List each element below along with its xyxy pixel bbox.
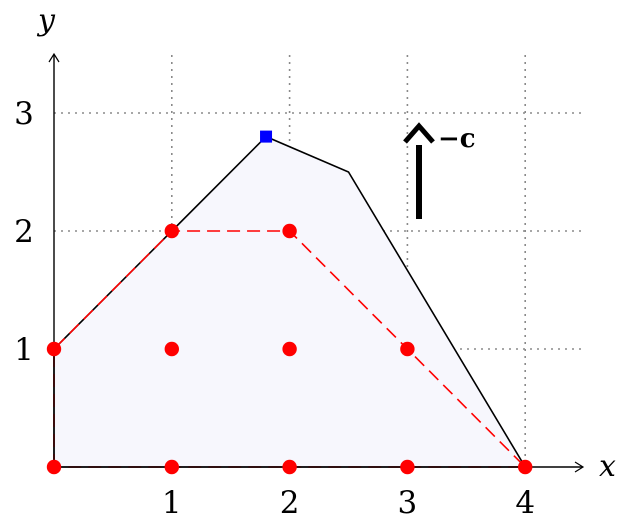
integer-point xyxy=(518,459,533,475)
integer-point xyxy=(46,459,62,475)
integer-point xyxy=(400,341,415,357)
y-tick-label: 3 xyxy=(14,96,34,132)
x-tick-label: 2 xyxy=(280,485,300,521)
integer-points xyxy=(46,223,533,475)
x-tick-label: 3 xyxy=(398,485,418,521)
direction-arrowhead xyxy=(403,122,435,144)
y-axis-label: y xyxy=(36,3,56,38)
integer-point xyxy=(282,223,297,239)
tick-labels: 1 2 3 4 1 2 3 xyxy=(14,96,535,521)
y-axis-arrowhead xyxy=(48,52,60,63)
integer-point xyxy=(282,459,297,475)
x-axis-label: x xyxy=(599,449,616,484)
integer-point xyxy=(400,459,415,475)
x-tick-label: 1 xyxy=(162,485,182,521)
direction-arrow xyxy=(403,122,435,219)
lp-optimum-point xyxy=(260,130,273,143)
axes xyxy=(48,52,585,473)
y-tick-label: 2 xyxy=(14,214,34,250)
integer-hull-boundary xyxy=(53,230,528,468)
integer-point xyxy=(46,341,62,357)
integer-point xyxy=(164,459,179,475)
feasible-region xyxy=(53,135,527,468)
x-axis-arrowhead xyxy=(574,461,585,473)
integer-point xyxy=(164,223,179,239)
x-tick-label: 4 xyxy=(515,485,535,521)
integer-point xyxy=(164,341,179,357)
direction-label: −c xyxy=(438,124,476,154)
integer-point xyxy=(282,341,297,357)
y-tick-label: 1 xyxy=(14,332,34,368)
